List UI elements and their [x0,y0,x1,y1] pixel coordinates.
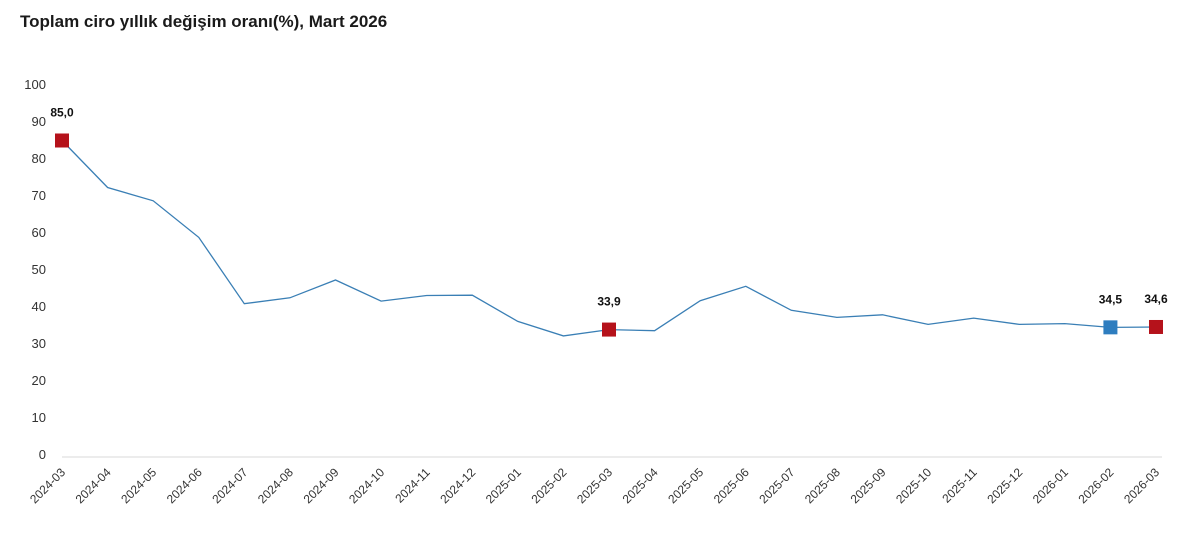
x-tick-label: 2024-03 [27,465,68,506]
x-tick-label: 2026-01 [1030,465,1071,506]
x-axis: 2024-03 2024-04 2024-05 2024-06 2024-07 2024-… [27,456,1162,506]
y-tick-label: 80 [32,151,46,166]
x-tick-label: 2025-04 [620,465,661,506]
data-point-marker [1149,319,1163,334]
data-label: 34,5 [1099,292,1123,306]
y-tick-label: 90 [32,114,46,129]
x-tick-label: 2026-03 [1121,465,1162,506]
data-label: 34,6 [1144,292,1168,306]
x-tick-label: 2025-05 [665,465,706,506]
y-axis: 0 10 20 30 40 50 60 70 80 90 100 [24,77,46,462]
y-tick-label: 20 [32,373,46,388]
x-tick-label: 2025-06 [711,465,752,506]
data-label: 85,0 [50,106,74,120]
chart-title: Toplam ciro yıllık değişim oranı(%), Mar… [20,12,388,31]
x-tick-label: 2024-07 [209,465,250,506]
y-tick-label: 60 [32,225,46,240]
x-tick-label: 2024-08 [255,465,296,506]
x-tick-label: 2025-02 [528,465,569,506]
x-tick-label: 2024-06 [164,465,205,506]
y-tick-label: 70 [32,188,46,203]
x-tick-label: 2024-12 [437,465,478,506]
data-point-marker [55,133,69,148]
x-tick-label: 2025-07 [756,465,797,506]
x-tick-label: 2026-02 [1075,465,1116,506]
x-tick-label: 2024-09 [301,465,342,506]
y-tick-label: 50 [32,262,46,277]
x-tick-label: 2025-09 [848,465,889,506]
y-tick-label: 30 [32,336,46,351]
x-tick-label: 2024-04 [73,465,114,506]
x-tick-label: 2024-11 [392,465,433,506]
x-tick-label: 2025-12 [984,465,1025,506]
y-tick-label: 40 [32,299,46,314]
y-tick-label: 100 [24,77,46,92]
markers-group: 85,0 33,9 34,5 34,6 [50,106,1168,337]
x-tick-label: 2024-05 [118,465,159,506]
x-tick-label: 2024-10 [346,465,387,506]
x-tick-label: 2025-03 [574,465,615,506]
x-tick-label: 2025-10 [893,465,934,506]
data-label: 33,9 [597,295,621,309]
y-tick-label: 0 [39,447,46,462]
x-tick-label: 2025-11 [939,465,980,506]
data-point-marker [602,322,616,337]
x-tick-label: 2025-08 [802,465,843,506]
x-tick-label: 2025-01 [483,465,524,506]
data-point-marker [1103,320,1118,335]
y-tick-label: 10 [32,410,46,425]
